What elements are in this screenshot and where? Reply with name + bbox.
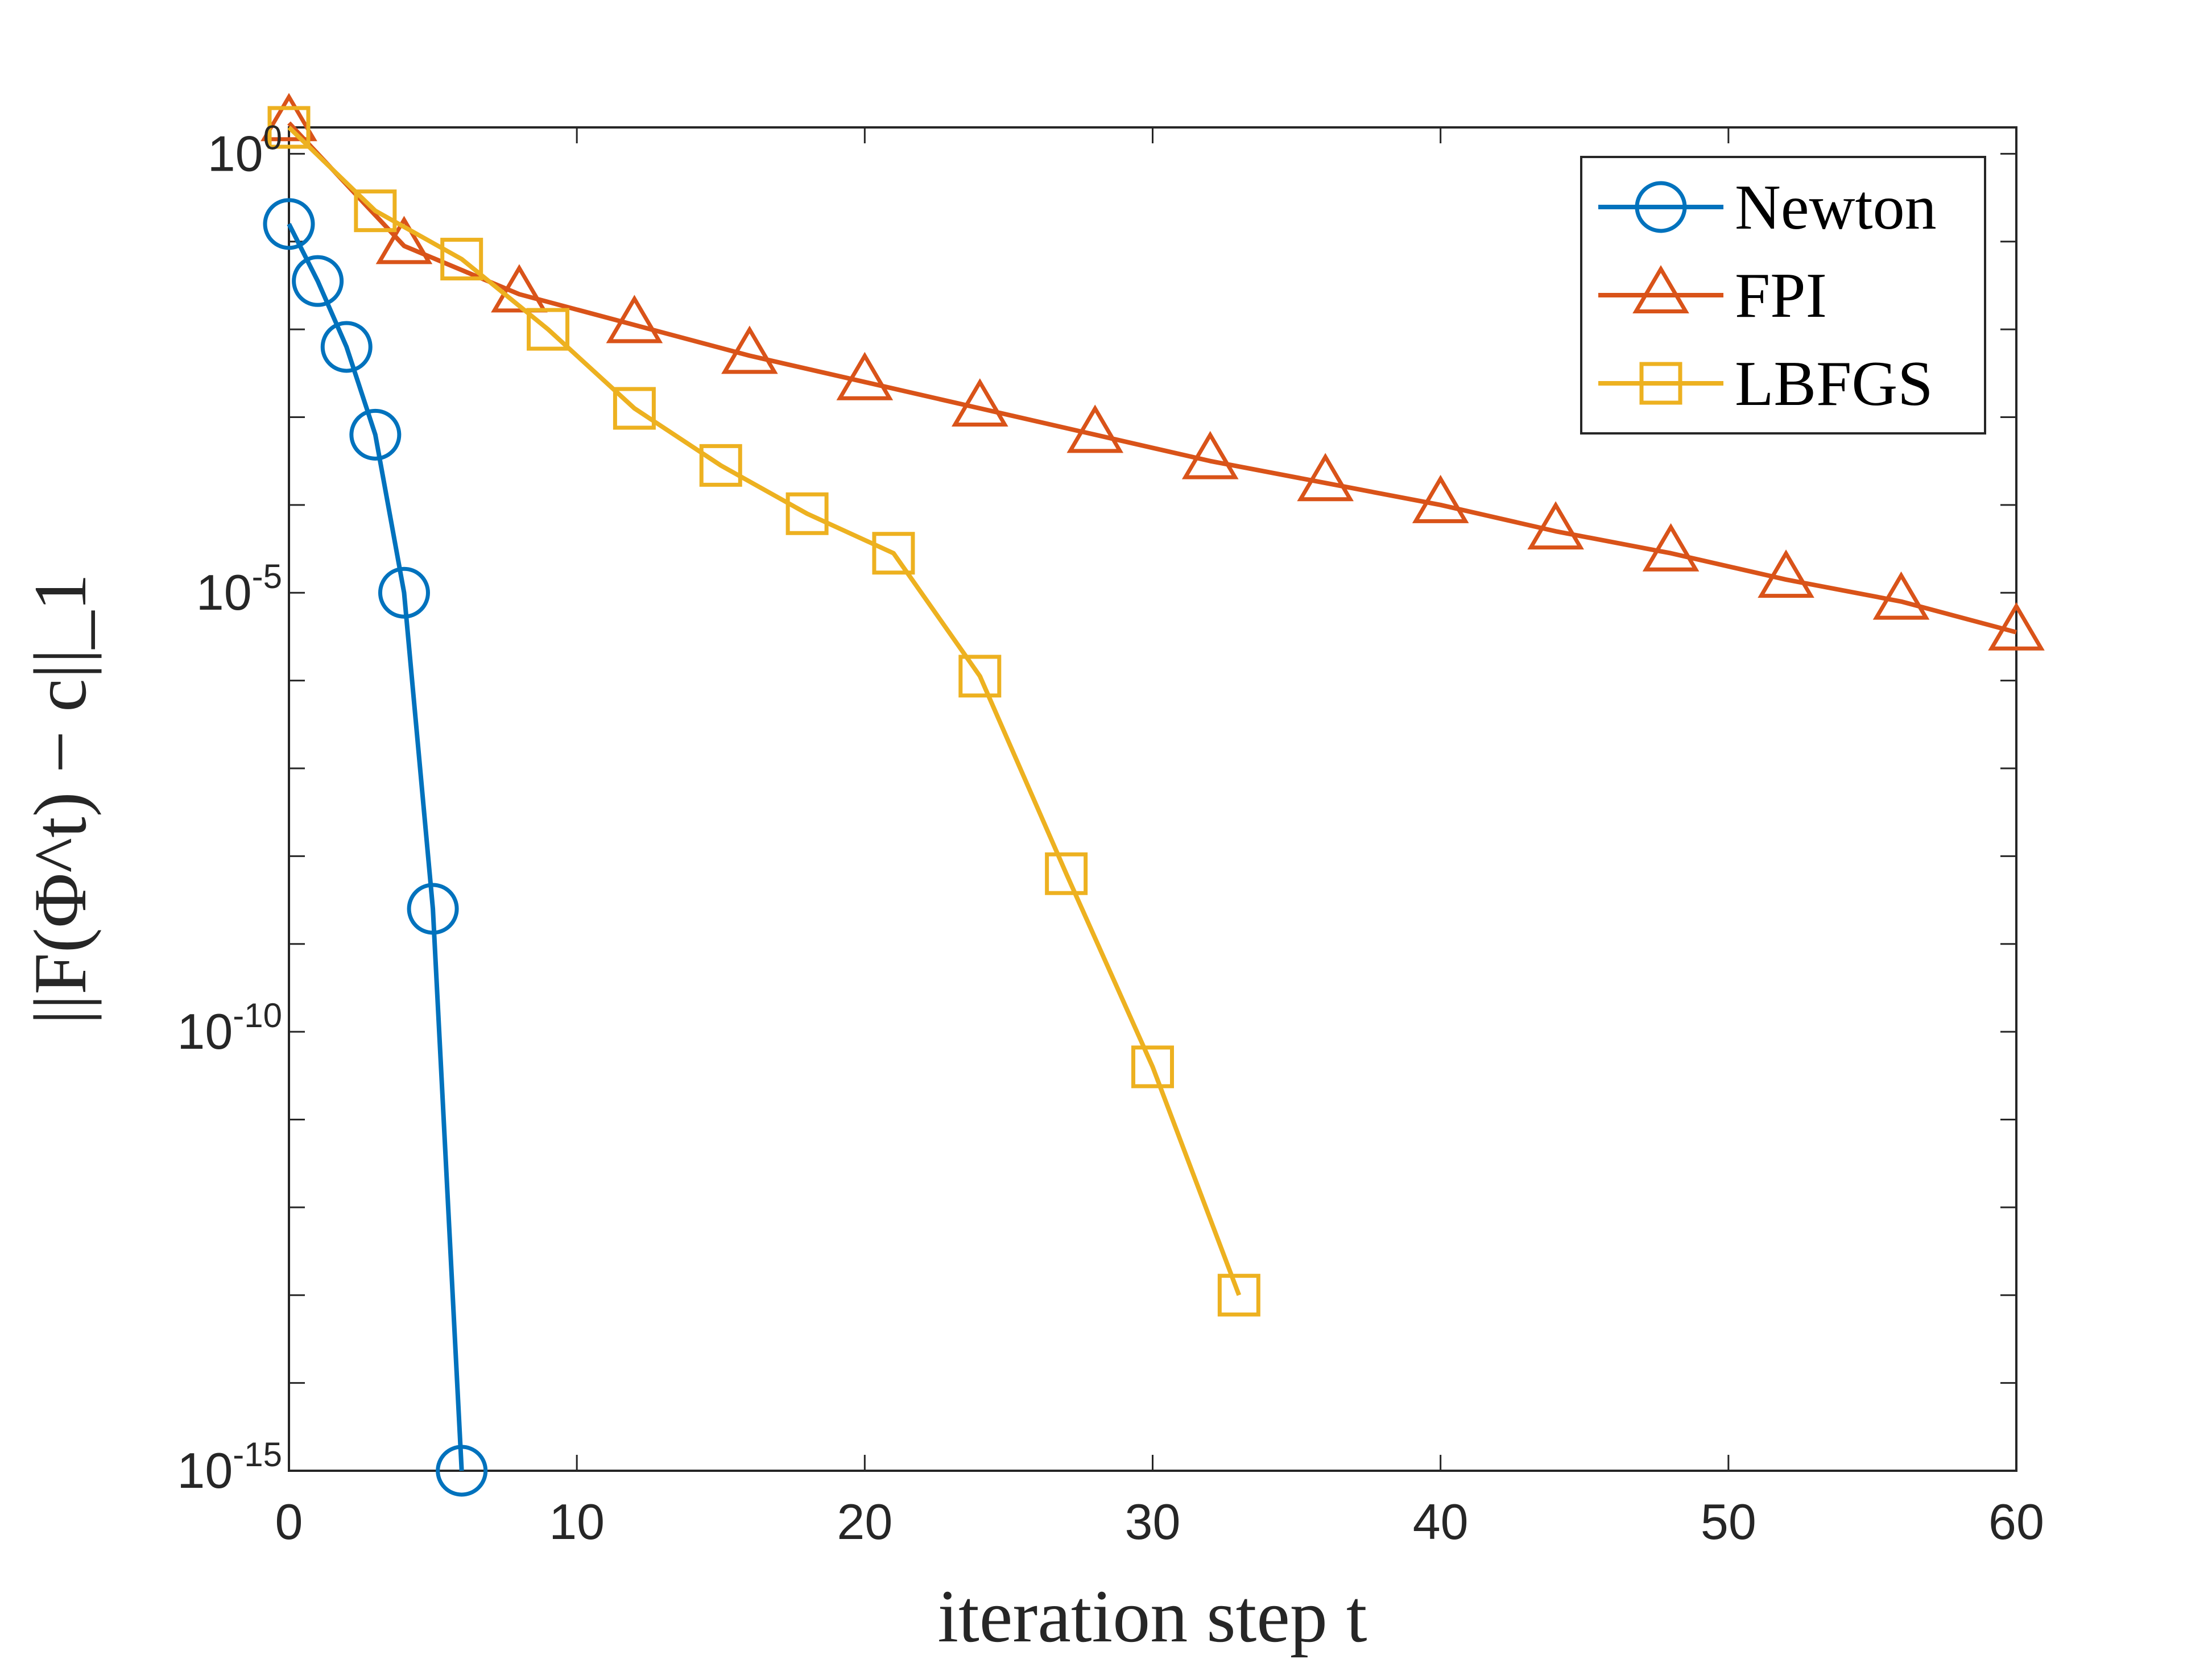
lbfgs-point xyxy=(354,189,397,233)
fpi-point xyxy=(721,325,778,374)
legend-marker xyxy=(1632,265,1689,314)
newton-point xyxy=(436,1445,488,1497)
x-tick-label: 50 xyxy=(1701,1493,1756,1550)
y-tick-label: 10-5 xyxy=(196,557,282,620)
legend-label: FPI xyxy=(1735,260,1827,331)
lbfgs-line xyxy=(287,126,1242,1296)
fpi-point xyxy=(1872,571,1930,620)
newton-point xyxy=(263,198,315,250)
lbfgs-point xyxy=(440,238,483,281)
x-tick-label: 30 xyxy=(1125,1493,1181,1550)
x-tick-label: 0 xyxy=(275,1493,303,1550)
legend: Newton FPI LBFGS xyxy=(1580,156,1986,435)
lbfgs-point xyxy=(527,308,570,351)
lbfgs-point xyxy=(613,387,656,430)
x-tick-labels: 0 10 20 30 40 50 60 xyxy=(275,1493,2044,1550)
fpi-point xyxy=(1527,501,1584,550)
y-tick-label: 10-10 xyxy=(177,996,282,1060)
newton-point xyxy=(349,408,402,461)
fpi-point xyxy=(1758,549,1814,598)
fpi-line xyxy=(287,121,2017,635)
fpi-point xyxy=(375,216,433,264)
lbfgs-point xyxy=(1131,1045,1174,1089)
fpi-point xyxy=(261,93,317,142)
legend-marker xyxy=(1635,181,1687,233)
newton-point xyxy=(378,566,430,619)
fpi-point xyxy=(491,264,548,313)
x-axis-label: iteration step t xyxy=(937,1574,1367,1658)
y-tick-labels: 100 10-5 10-10 10-15 xyxy=(177,118,282,1499)
fpi-point xyxy=(1297,453,1354,502)
newton-point xyxy=(407,883,459,935)
legend-label: Newton xyxy=(1735,172,1937,243)
series-fpi xyxy=(261,93,2045,651)
fpi-point xyxy=(1988,602,2045,651)
legend-item-lbfgs: LBFGS xyxy=(1598,349,1933,419)
legend-item-fpi: FPI xyxy=(1598,260,1827,331)
legend-label: LBFGS xyxy=(1735,349,1933,419)
newton-line xyxy=(287,223,464,1471)
x-tick-label: 40 xyxy=(1413,1493,1469,1550)
series-layer xyxy=(261,93,2045,1497)
lbfgs-point xyxy=(1217,1273,1260,1317)
lbfgs-point xyxy=(872,532,915,575)
axis-ticks xyxy=(288,127,2017,1472)
lbfgs-point xyxy=(785,492,829,535)
newton-point xyxy=(320,321,373,373)
fpi-point xyxy=(1181,431,1239,479)
y-tick-label: 100 xyxy=(208,118,282,181)
fpi-point xyxy=(1642,523,1700,572)
lbfgs-point xyxy=(699,444,742,487)
series-lbfgs xyxy=(267,106,1260,1317)
fpi-point xyxy=(606,295,663,344)
fpi-point xyxy=(1066,404,1124,453)
x-tick-label: 20 xyxy=(837,1493,892,1550)
x-tick-label: 10 xyxy=(549,1493,605,1550)
lbfgs-point xyxy=(1045,852,1088,895)
fpi-point xyxy=(836,351,894,400)
fpi-point xyxy=(1412,474,1469,523)
legend-item-newton: Newton xyxy=(1598,172,1937,243)
fpi-point xyxy=(951,378,1008,427)
lbfgs-point xyxy=(267,106,311,149)
lbfgs-point xyxy=(958,655,1002,698)
y-axis-label: ||F(Φ^t) − c||_1 xyxy=(18,573,102,1024)
y-tick-label: 10-15 xyxy=(177,1435,282,1499)
x-tick-label: 60 xyxy=(1988,1493,2044,1550)
legend-marker xyxy=(1639,362,1682,405)
newton-point xyxy=(292,255,344,307)
series-newton xyxy=(263,198,488,1497)
